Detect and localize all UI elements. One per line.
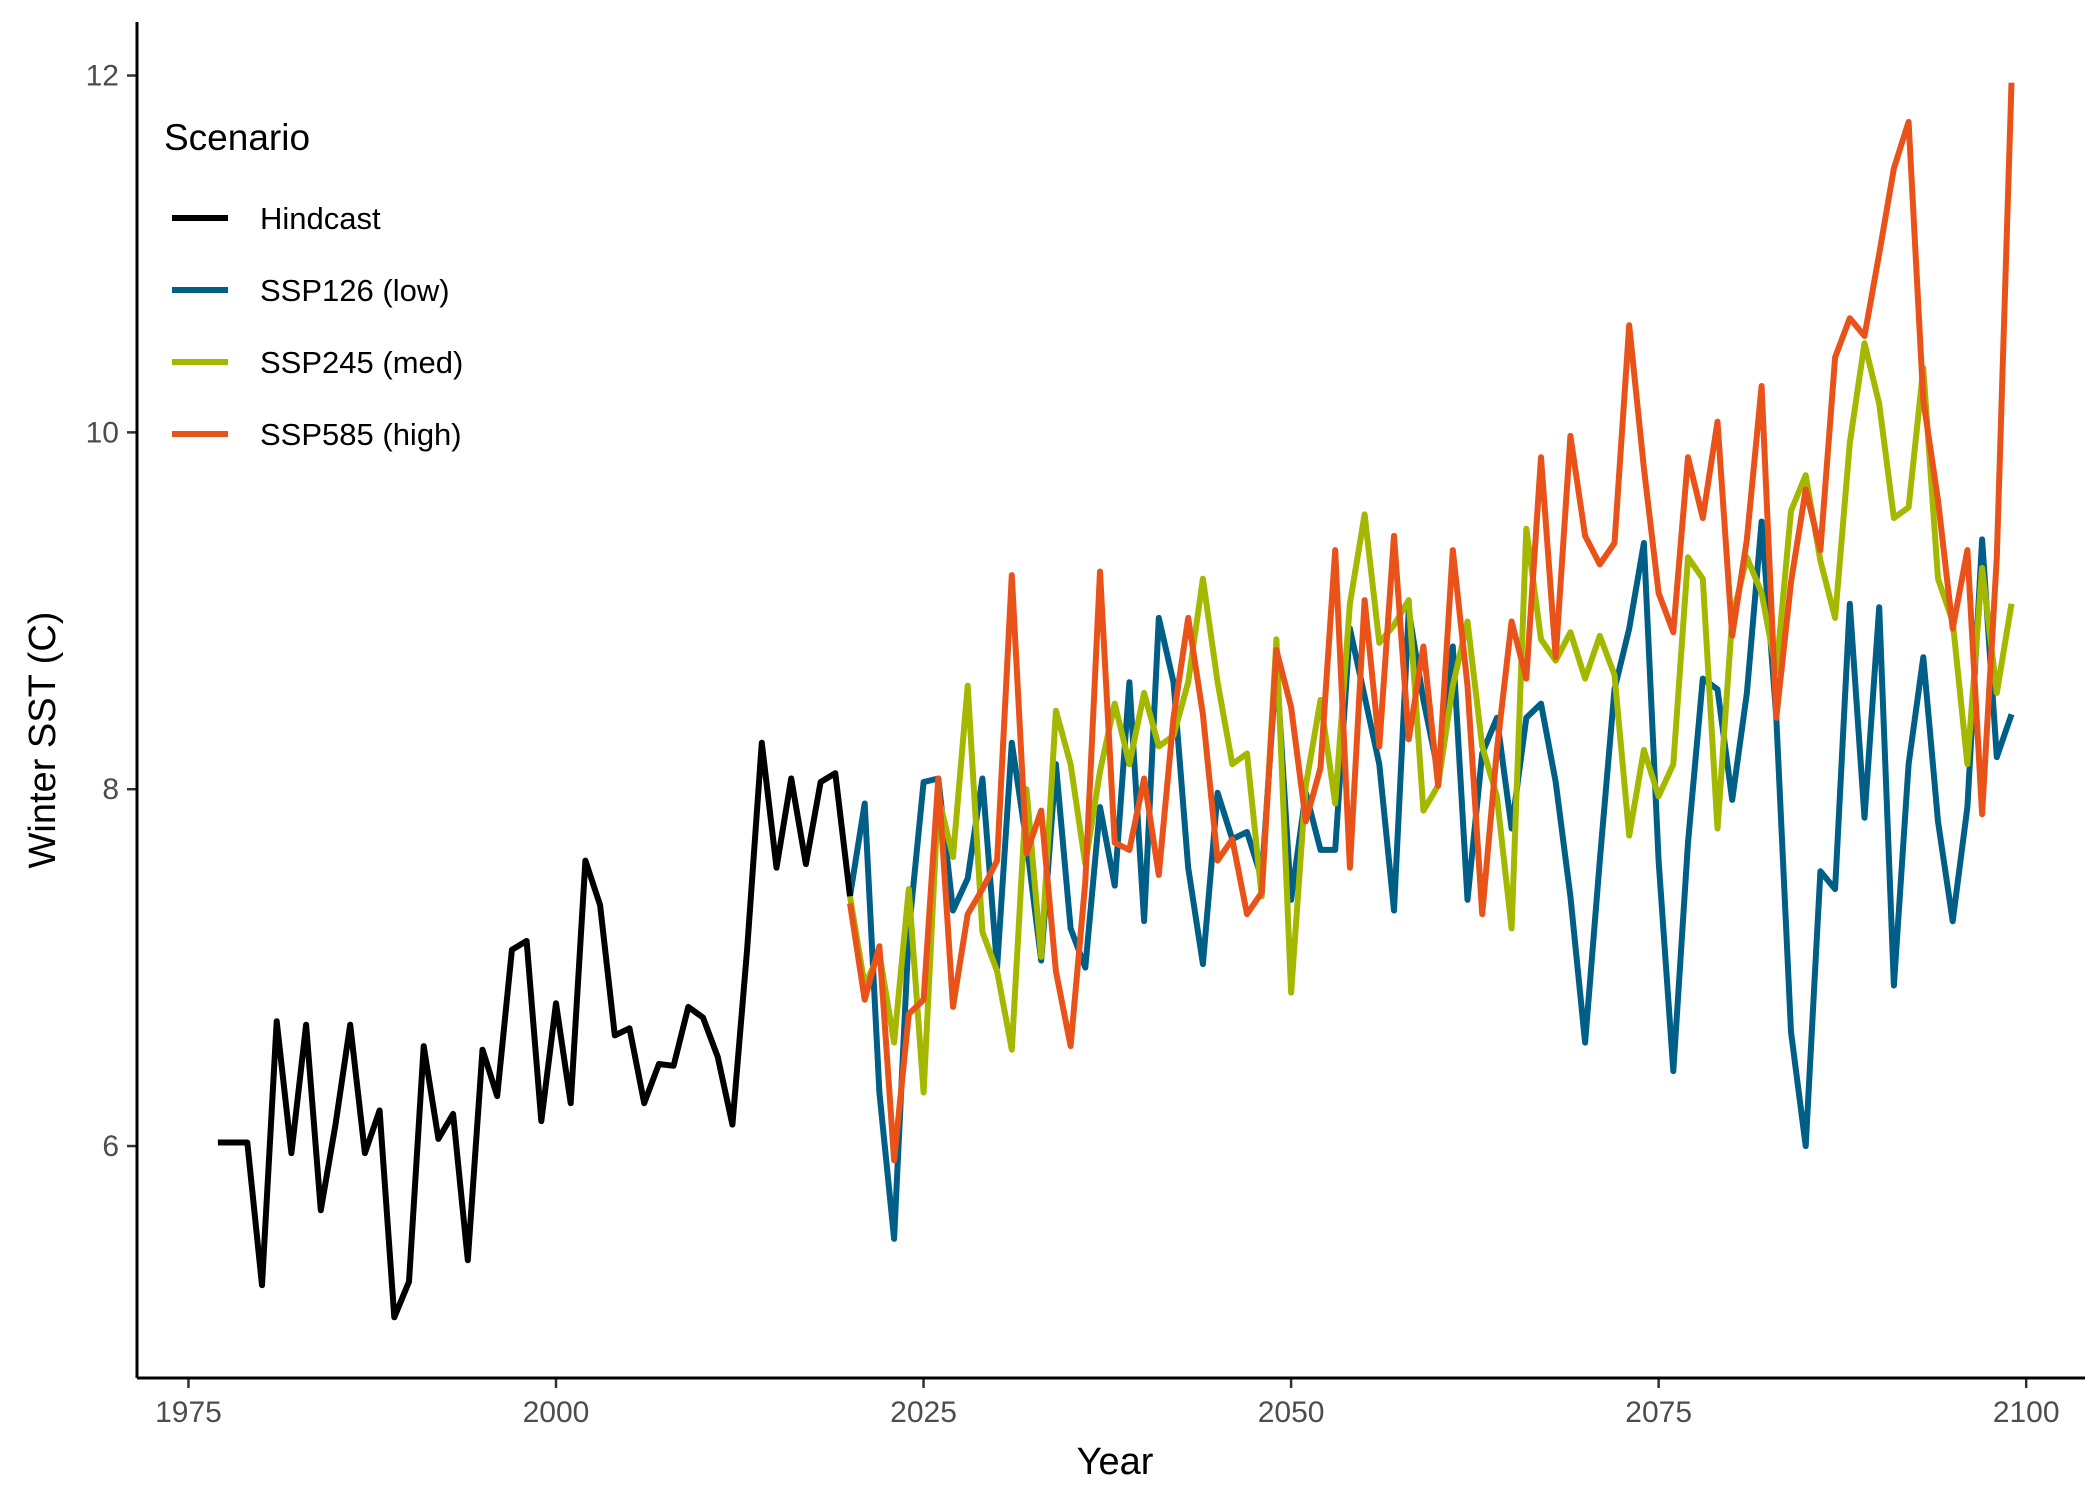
x-axis-ticks: 1975 2000 2025 2050 2075 2100 [155, 1378, 2060, 1429]
series-line-hindcast [217, 739, 853, 1321]
y-axis-ticks: 6 8 10 12 [86, 60, 137, 1163]
x-axis-title: Year [1077, 1441, 1154, 1483]
x-tick-label: 2000 [523, 1396, 590, 1429]
series-line-ssp585-high [847, 82, 2015, 1164]
legend-label: Hindcast [260, 201, 381, 236]
x-tick-label: 2050 [1258, 1396, 1325, 1429]
legend: Scenario Hindcast SSP126 (low) SSP245 (med… [164, 117, 463, 452]
legend-label: SSP585 (high) [260, 417, 462, 452]
legend-label: SSP126 (low) [260, 273, 450, 308]
y-tick-label: 8 [102, 773, 119, 806]
y-tick-label: 6 [102, 1130, 119, 1163]
y-tick-label: 10 [86, 416, 119, 449]
legend-items: Hindcast SSP126 (low) SSP245 (med) SSP585 (… [172, 201, 463, 452]
y-axis-title: Winter SST (C) [22, 612, 64, 869]
legend-title: Scenario [164, 117, 310, 158]
legend-label: SSP245 (med) [260, 345, 463, 380]
x-tick-label: 2075 [1625, 1396, 1692, 1429]
series-lines [217, 82, 2015, 1321]
x-tick-label: 2025 [890, 1396, 957, 1429]
y-tick-label: 12 [86, 60, 119, 93]
x-tick-label: 2100 [1993, 1396, 2060, 1429]
x-tick-label: 1975 [155, 1396, 222, 1429]
